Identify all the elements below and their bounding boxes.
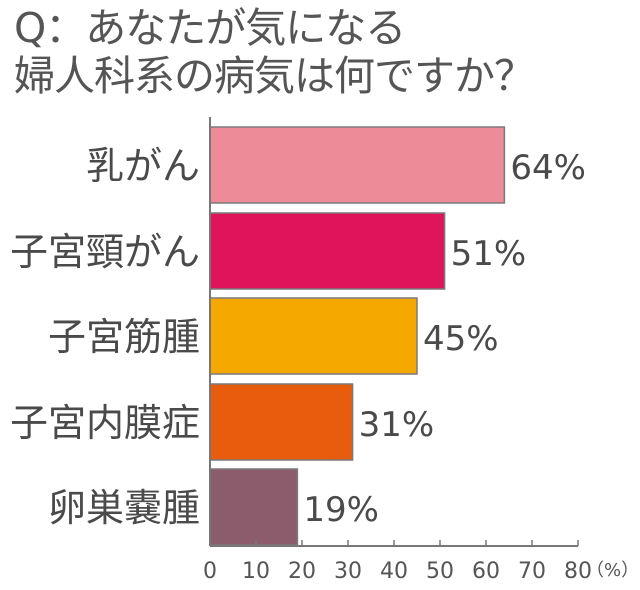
x-tick-label: 20 xyxy=(288,559,316,584)
value-label: 19% xyxy=(303,490,379,530)
x-tick-label: 10 xyxy=(242,559,270,584)
value-label: 51% xyxy=(451,234,527,274)
category-label: 子宮頸がん xyxy=(10,230,200,274)
chart-title-line-2: 婦人科系の病気は何ですか？ xyxy=(14,52,535,100)
chart-title-line-1: Q：あなたが気になる xyxy=(14,4,406,52)
value-label: 64% xyxy=(510,148,586,188)
value-label: 45% xyxy=(423,319,499,359)
x-axis-unit: （%） xyxy=(586,560,639,581)
value-label: 31% xyxy=(359,405,435,445)
x-tick-label: 0 xyxy=(203,559,217,584)
category-label: 乳がん xyxy=(86,144,200,188)
bar xyxy=(209,126,506,204)
x-tick-label: 70 xyxy=(518,559,546,584)
category-label: 卵巣嚢腫 xyxy=(48,486,200,530)
bar xyxy=(209,212,446,290)
x-tick-label: 30 xyxy=(334,559,362,584)
x-tick-label: 50 xyxy=(426,559,454,584)
category-label: 子宮内膜症 xyxy=(10,401,200,445)
x-tick-label: 40 xyxy=(380,559,408,584)
bar xyxy=(209,297,418,375)
x-tick-label: 60 xyxy=(472,559,500,584)
category-label: 子宮筋腫 xyxy=(48,315,200,359)
x-tick-label: 80 xyxy=(564,559,592,584)
bar xyxy=(209,468,299,546)
bar xyxy=(209,383,354,461)
